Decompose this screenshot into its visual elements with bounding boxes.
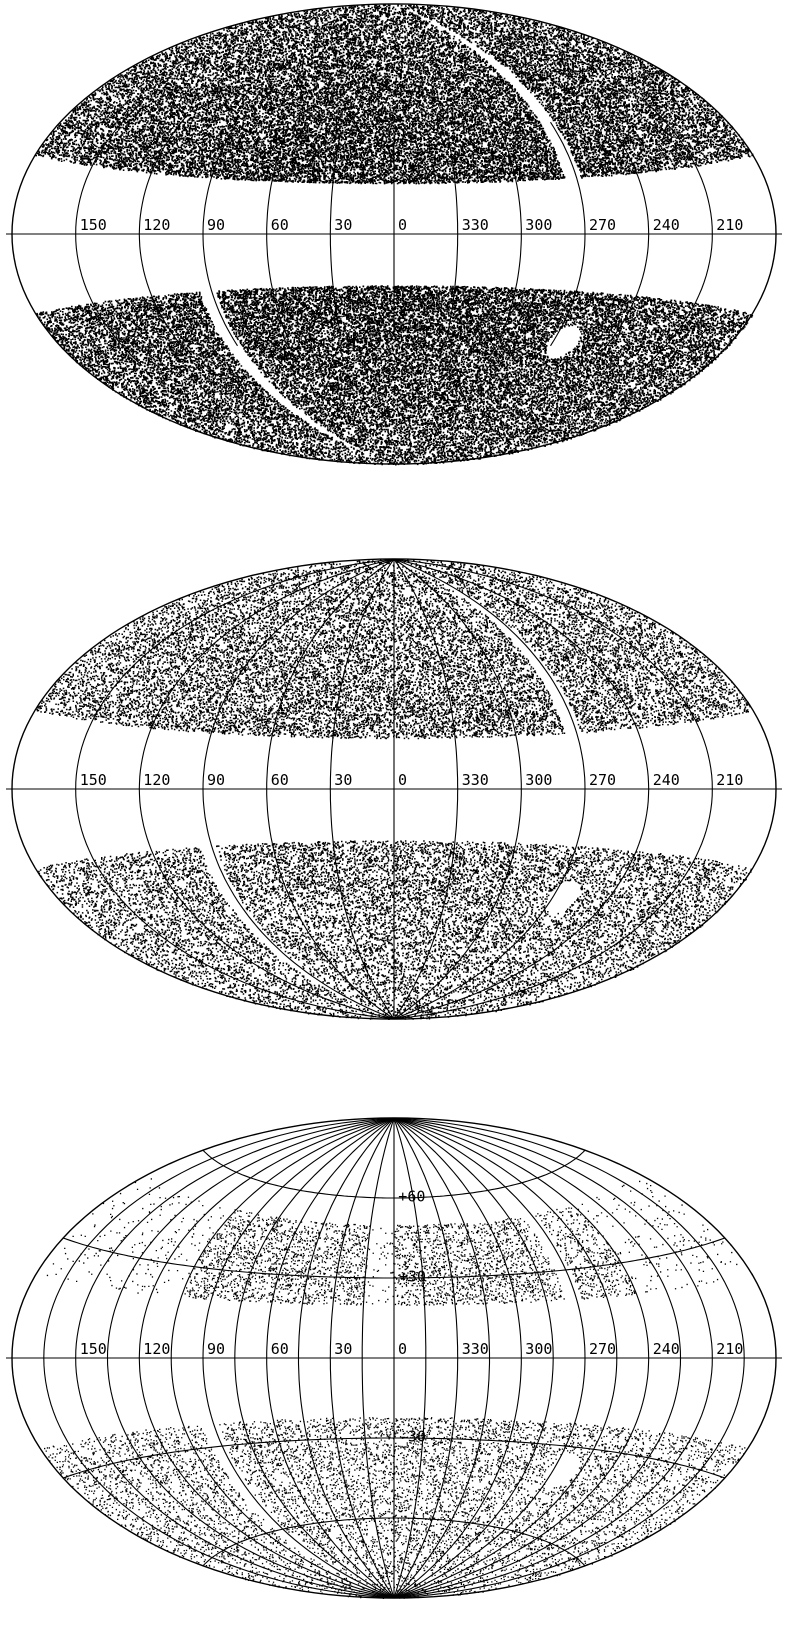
lon-label-120: 120 <box>143 216 170 234</box>
lon-label-150: 150 <box>80 771 107 789</box>
lon-label-150: 150 <box>80 216 107 234</box>
survey-points <box>44 1178 753 1599</box>
meridian-line <box>266 558 395 1020</box>
lon-label-60: 60 <box>271 216 289 234</box>
aitoff-map-2: 210 240 270 300 330 0 30 60 90 120 150 <box>6 558 782 1020</box>
graticule <box>6 1117 782 1599</box>
longitude-labels: 210 240 270 300 330 0 30 60 90 120 150 <box>80 1340 744 1358</box>
lon-label-60: 60 <box>271 1340 289 1358</box>
lon-label-0: 0 <box>398 771 407 789</box>
lon-label-120: 120 <box>143 771 170 789</box>
meridian-line <box>329 130 342 338</box>
lon-label-30: 30 <box>334 1340 352 1358</box>
lon-label-120: 120 <box>143 1340 170 1358</box>
meridian-line <box>599 113 650 355</box>
lat-label-plus30: +30 <box>399 1267 426 1285</box>
meridian-line <box>329 558 395 1020</box>
lon-label-330: 330 <box>462 1340 489 1358</box>
parallel-line <box>63 1237 725 1279</box>
lon-label-240: 240 <box>653 1340 680 1358</box>
latitude-labels: +60 +30 -30 <box>398 1187 426 1445</box>
lon-label-270: 270 <box>589 1340 616 1358</box>
lon-label-270: 270 <box>589 771 616 789</box>
lon-label-240: 240 <box>653 216 680 234</box>
meridian-line <box>498 127 522 341</box>
lon-label-0: 0 <box>398 216 407 234</box>
longitude-labels: 210 240 270 300 330 0 30 60 90 120 150 <box>80 771 744 789</box>
survey-points <box>35 4 754 466</box>
lon-label-330: 330 <box>462 216 489 234</box>
lon-label-270: 270 <box>589 216 616 234</box>
lon-label-60: 60 <box>271 771 289 789</box>
lat-label-minus30: -30 <box>399 1427 426 1445</box>
lon-label-300: 300 <box>525 771 552 789</box>
meridian-line <box>202 558 395 1020</box>
graticule <box>6 3 782 465</box>
sky-map-panel-3: 210 240 270 300 330 0 30 60 90 120 150 +… <box>0 1108 806 1637</box>
longitude-labels: 210 240 270 300 330 0 30 60 90 120 150 <box>80 216 744 234</box>
meridian-line <box>393 558 586 1020</box>
meridian-line <box>266 127 290 341</box>
lon-label-150: 150 <box>80 1340 107 1358</box>
parallel-line <box>202 1149 586 1199</box>
sky-map-panel-1: 210 240 270 300 330 0 30 60 90 120 150 <box>0 0 806 474</box>
lon-label-210: 210 <box>716 771 743 789</box>
meridian-line <box>645 101 713 367</box>
point-cloud <box>35 4 754 466</box>
lon-label-90: 90 <box>207 1340 225 1358</box>
parallel-line <box>63 1437 725 1479</box>
lon-label-300: 300 <box>525 216 552 234</box>
lon-label-30: 30 <box>334 216 352 234</box>
meridian-line <box>138 558 395 1020</box>
lat-label-plus60: +60 <box>398 1187 425 1205</box>
lon-label-30: 30 <box>334 771 352 789</box>
meridian-line <box>446 130 459 338</box>
meridian-line <box>393 558 713 1020</box>
lon-label-240: 240 <box>653 771 680 789</box>
lon-label-0: 0 <box>398 1340 407 1358</box>
lon-label-330: 330 <box>462 771 489 789</box>
point-cloud <box>44 1178 753 1599</box>
aitoff-map-1: 210 240 270 300 330 0 30 60 90 120 150 <box>6 3 782 466</box>
sky-map-panel-2: 210 240 270 300 330 0 30 60 90 120 150 <box>0 555 806 1029</box>
lon-label-90: 90 <box>207 216 225 234</box>
meridian-line <box>550 121 586 347</box>
lon-label-210: 210 <box>716 216 743 234</box>
lon-label-210: 210 <box>716 1340 743 1358</box>
meridian-line <box>393 558 650 1020</box>
lon-label-90: 90 <box>207 771 225 789</box>
survey-points <box>36 559 753 1020</box>
graticule <box>6 558 782 1020</box>
map-boundary <box>11 3 777 465</box>
lon-label-300: 300 <box>525 1340 552 1358</box>
meridian-line <box>393 558 459 1020</box>
aitoff-map-3: 210 240 270 300 330 0 30 60 90 120 150 +… <box>6 1117 782 1599</box>
meridian-line <box>138 113 189 355</box>
meridian-line <box>75 101 143 367</box>
meridian-line <box>393 558 522 1020</box>
parallel-line <box>202 1517 586 1567</box>
point-cloud <box>36 559 753 1020</box>
meridian-line <box>202 121 238 347</box>
meridian-line <box>75 558 395 1020</box>
